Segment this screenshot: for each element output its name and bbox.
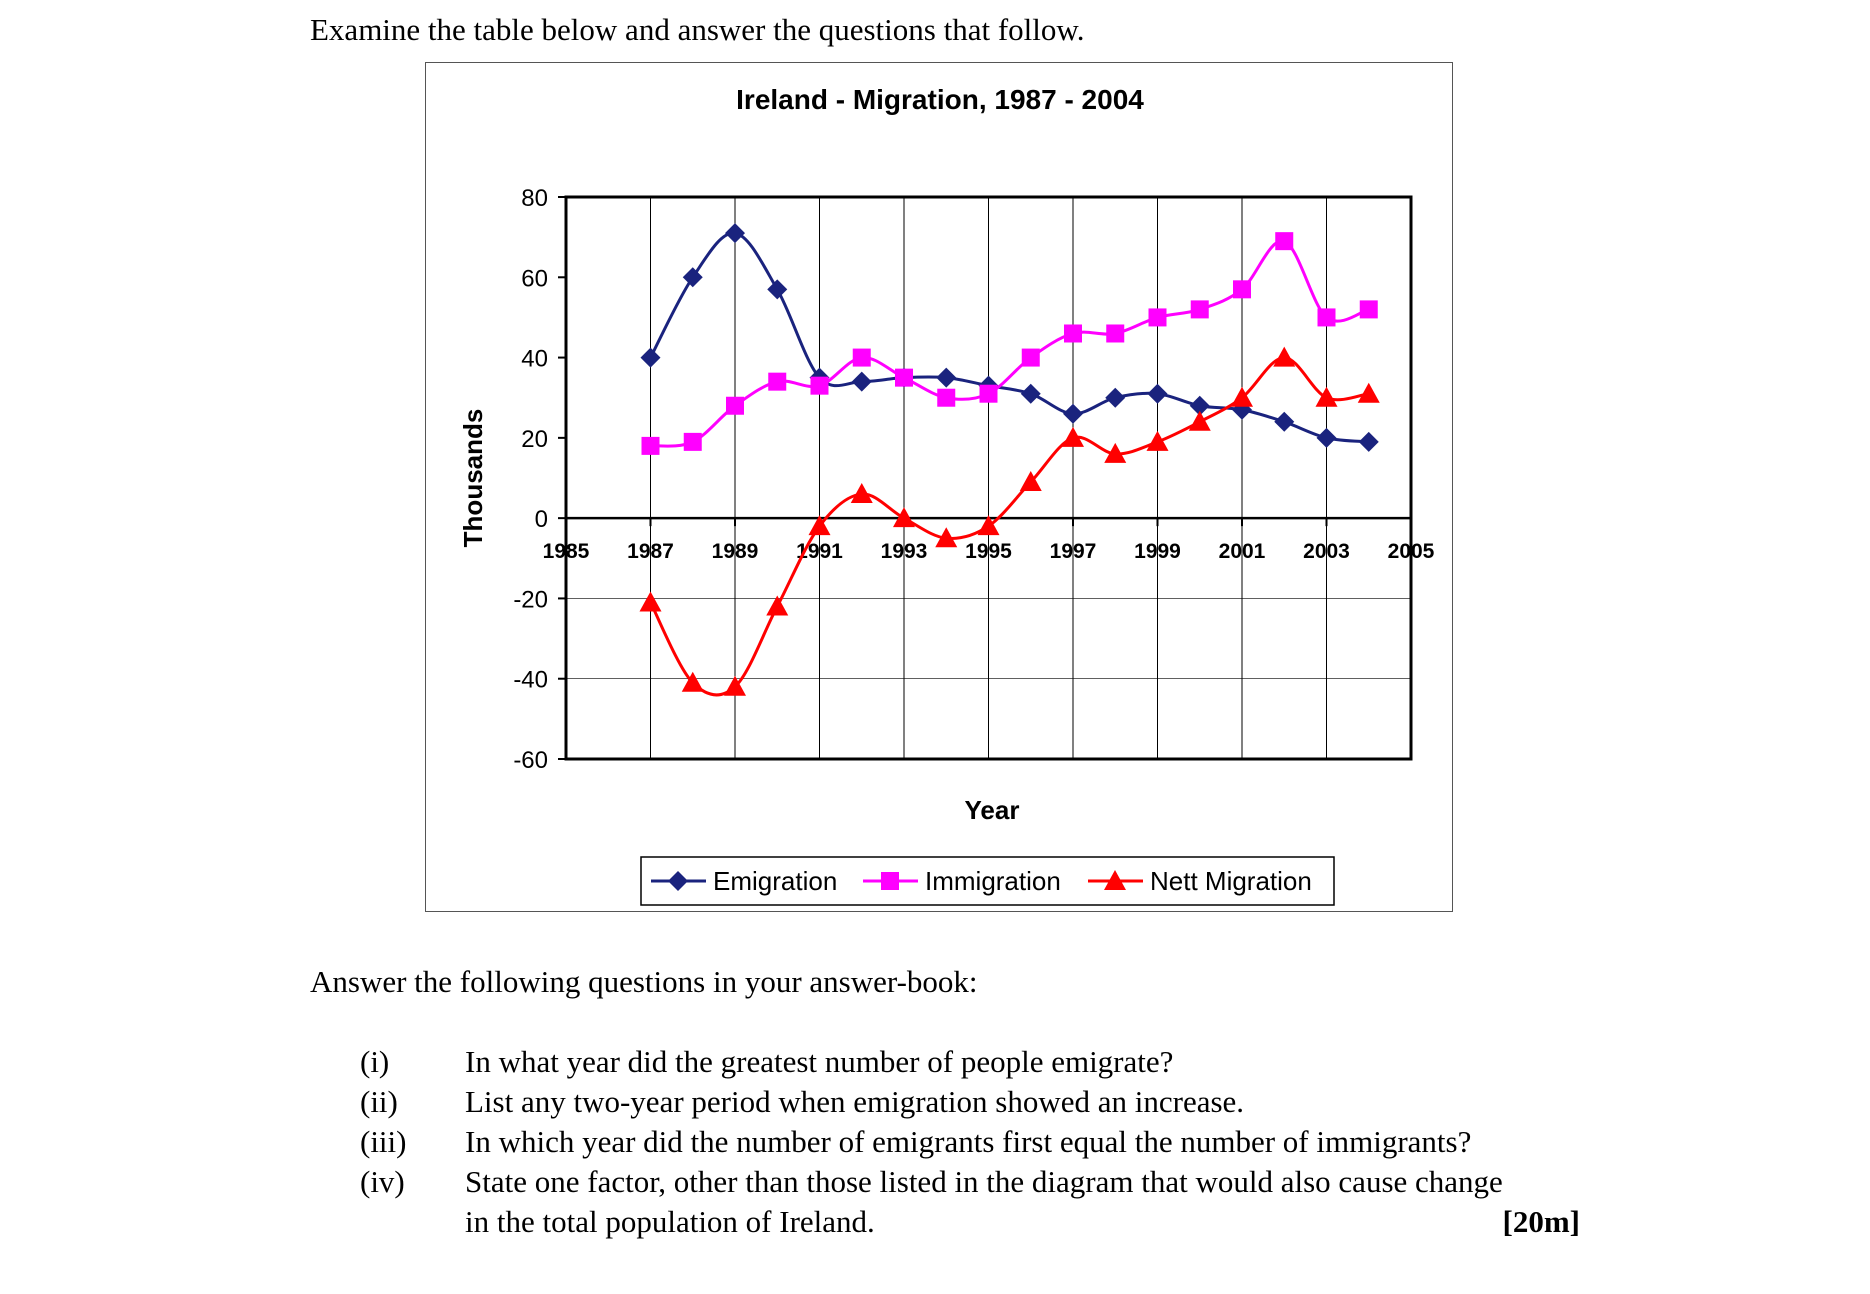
- x-tick-label: 1999: [1134, 540, 1181, 563]
- emigration-point: [1105, 387, 1126, 408]
- legend-immigration-marker: [881, 872, 899, 890]
- emigration-point: [767, 279, 788, 300]
- immigration-point: [937, 388, 956, 407]
- y-axis-label: Thousands: [458, 409, 488, 548]
- x-tick-label: 1989: [712, 540, 759, 563]
- immigration-point: [1106, 324, 1125, 343]
- question-item: (iv) State one factor, other than those …: [360, 1162, 1580, 1242]
- legend-emigration-marker: [668, 871, 688, 891]
- y-tick-label: 80: [521, 185, 548, 212]
- questions-heading: Answer the following questions in your a…: [310, 964, 978, 999]
- question-number: (iv): [360, 1164, 405, 1199]
- legend-emigration-label: Emigration: [713, 866, 837, 896]
- y-tick-label: -60: [513, 747, 548, 774]
- nett-migration-point: [639, 591, 662, 612]
- immigration-point: [726, 396, 744, 415]
- x-tick-label: 1995: [965, 540, 1012, 563]
- question-number: (iii): [360, 1124, 407, 1159]
- y-tick-label: -20: [513, 586, 548, 613]
- nett-migration-point: [935, 527, 958, 548]
- immigration-point: [1148, 308, 1167, 327]
- emigration-point: [851, 371, 872, 392]
- immigration-point: [852, 348, 871, 367]
- nett-migration-point: [1231, 386, 1253, 407]
- immigration-point: [1275, 232, 1294, 251]
- immigration-point: [810, 376, 829, 395]
- question-text-block: State one factor, other than those liste…: [465, 1162, 1580, 1242]
- emigration-point: [1147, 383, 1168, 404]
- question-text: In which year did the number of emigrant…: [465, 1124, 1472, 1159]
- immigration-point: [1233, 280, 1251, 299]
- nett-migration-line: [649, 356, 1370, 697]
- y-tick-label: 40: [521, 346, 548, 373]
- legend-nett-migration-marker: [1104, 870, 1126, 890]
- immigration-point: [768, 372, 787, 391]
- nett-migration-point: [1273, 346, 1296, 367]
- y-tick-label: 60: [521, 265, 548, 292]
- emigration-point: [936, 367, 957, 388]
- question-number: (i): [360, 1044, 390, 1079]
- question-number: (ii): [360, 1084, 398, 1119]
- immigration-point: [1021, 348, 1040, 367]
- legend-nett-migration-label: Nett Migration: [1150, 866, 1312, 896]
- emigration-point: [640, 347, 661, 368]
- legend-box: [640, 856, 1335, 906]
- question-text: List any two-year period when emigration…: [465, 1084, 1245, 1119]
- nett-migration-point: [724, 675, 746, 696]
- emigration-point: [1020, 383, 1041, 404]
- y-tick-label: -40: [513, 667, 548, 694]
- nett-migration-point: [893, 507, 915, 528]
- question-item: (iii) In which year did the number of em…: [360, 1122, 1580, 1162]
- emigration-point: [725, 223, 745, 244]
- y-tick-label: 0: [535, 506, 548, 533]
- marks-label: [20m]: [1502, 1204, 1580, 1239]
- nett-migration-point: [1188, 410, 1211, 431]
- immigration-point: [979, 384, 998, 403]
- question-item: (i) In what year did the greatest number…: [360, 1042, 1580, 1082]
- x-tick-label: 1985: [543, 540, 590, 563]
- emigration-point: [1316, 427, 1337, 448]
- x-tick-label: 1987: [627, 540, 674, 563]
- legend-immigration-label: Immigration: [925, 866, 1061, 896]
- x-axis-label: Year: [965, 795, 1020, 825]
- x-tick-label: 2003: [1303, 540, 1350, 563]
- nett-migration-point: [1357, 382, 1380, 403]
- immigration-point: [641, 436, 660, 455]
- question-list: (i) In what year did the greatest number…: [360, 1042, 1580, 1242]
- y-tick-label: 20: [521, 426, 548, 453]
- migration-chart: Ireland - Migration, 1987 - 2004 80 60 40 20…: [458, 84, 1435, 906]
- nett-migration-point: [766, 595, 789, 616]
- nett-migration-point: [1104, 442, 1127, 463]
- x-tick-label: 2001: [1219, 540, 1266, 563]
- immigration-point: [1064, 324, 1082, 343]
- nett-migration-point: [1315, 386, 1338, 407]
- question-text: State one factor, other than those liste…: [465, 1164, 1503, 1239]
- emigration-point: [1063, 403, 1083, 424]
- nett-migration-point: [681, 671, 704, 692]
- nett-migration-point: [850, 483, 873, 504]
- emigration-point: [1189, 395, 1210, 416]
- nett-migration-point: [808, 515, 831, 536]
- question-item: (ii) List any two-year period when emigr…: [360, 1082, 1580, 1122]
- nett-migration-point: [1019, 471, 1042, 492]
- immigration-point: [895, 368, 913, 387]
- immigration-point: [1190, 300, 1209, 319]
- emigration-point: [682, 267, 703, 288]
- chart-title: Ireland - Migration, 1987 - 2004: [736, 84, 1144, 115]
- immigration-point: [683, 432, 702, 451]
- x-tick-label: 1993: [881, 540, 928, 563]
- emigration-point: [1274, 411, 1295, 432]
- chart-frame: Ireland - Migration, 1987 - 2004 80 60 40 20…: [425, 62, 1453, 912]
- immigration-point: [1359, 300, 1378, 319]
- question-text: In what year did the greatest number of …: [465, 1044, 1174, 1079]
- emigration-point: [1358, 431, 1379, 452]
- x-tick-label: 2005: [1388, 540, 1435, 563]
- x-tick-label: 1997: [1050, 540, 1097, 563]
- nett-migration-point: [977, 515, 1000, 536]
- plot-area: [564, 195, 1413, 761]
- nett-migration-point: [1062, 426, 1084, 447]
- intro-text: Examine the table below and answer the q…: [310, 12, 1085, 47]
- immigration-point: [1317, 308, 1336, 327]
- nett-migration-point: [1146, 430, 1169, 451]
